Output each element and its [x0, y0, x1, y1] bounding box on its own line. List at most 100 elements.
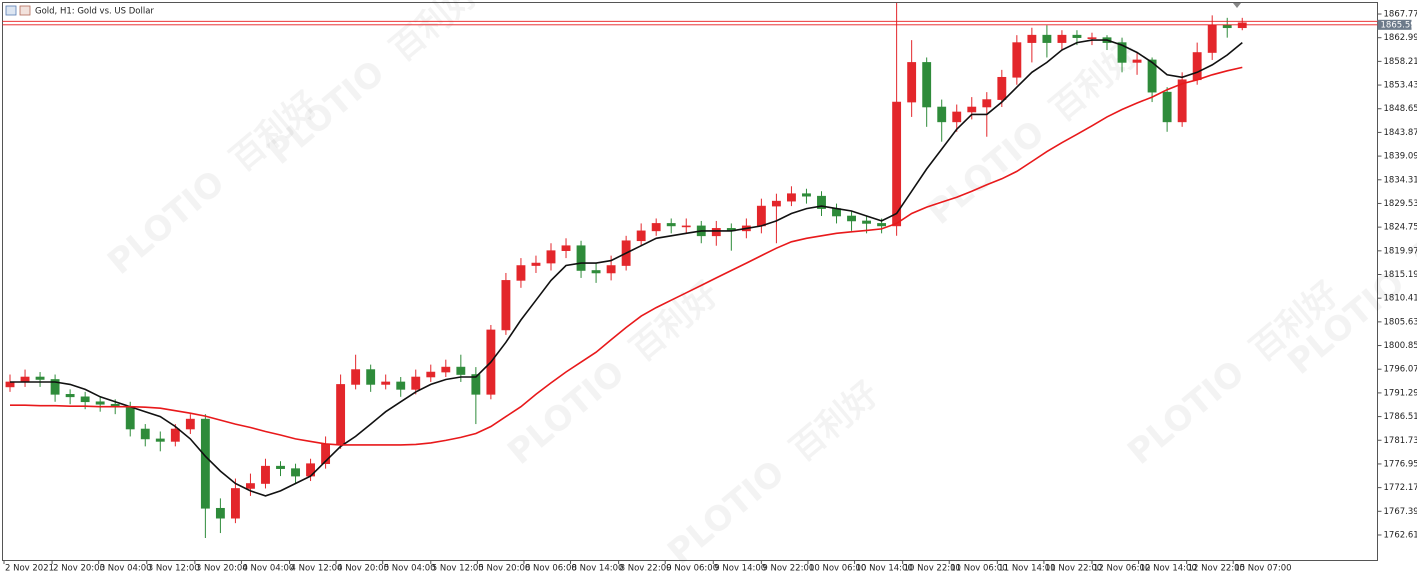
- watermarks: PLOTIO百利好PLOTIO百利好PLOTIO百利好PLOTIO百利好PLOT…: [100, 0, 1417, 573]
- watermark-logo: PLOTIO: [660, 453, 792, 573]
- candle-body: [185, 418, 195, 430]
- candle-body: [35, 376, 45, 380]
- candle-body: [892, 101, 902, 227]
- watermark-text: 百利好: [623, 274, 727, 370]
- candle-body: [982, 99, 992, 108]
- candle-body: [1147, 59, 1157, 93]
- watermark: PLOTIO百利好: [660, 374, 886, 573]
- candle-body: [291, 468, 300, 477]
- y-tick-label: 1776.95: [1384, 459, 1417, 469]
- candle-body: [366, 369, 376, 385]
- candle-body: [907, 62, 917, 103]
- x-tick-label: 3 Nov 12:00: [148, 564, 200, 574]
- x-tick-label: 4 Nov 12:00: [291, 564, 343, 574]
- y-tick-label: 1800.85: [1384, 341, 1417, 351]
- candle-body: [877, 223, 887, 227]
- candle-body: [426, 371, 436, 378]
- candle-body: [336, 384, 346, 445]
- candle-body: [65, 394, 75, 398]
- candle-body: [1192, 52, 1202, 81]
- y-tick-label: 1786.51: [1384, 412, 1417, 422]
- candle-body: [215, 507, 225, 519]
- y-tick-label: 1858.21: [1384, 57, 1417, 67]
- candle-body: [952, 111, 962, 123]
- y-tick-label: 1862.99: [1384, 33, 1417, 43]
- candle-body: [1162, 91, 1172, 123]
- x-tick-label: 2 Nov 2021: [5, 564, 54, 574]
- candle-body: [561, 245, 571, 251]
- y-tick-label: 1767.39: [1384, 507, 1417, 517]
- y-tick-label: 1867.77: [1384, 10, 1417, 20]
- candle-body: [351, 369, 361, 385]
- candle-body: [1177, 79, 1187, 123]
- x-tick-label: 9 Nov 06:00: [666, 564, 718, 574]
- candle-body: [711, 228, 721, 237]
- candle-body: [606, 265, 616, 274]
- candle-body: [471, 374, 481, 395]
- candle-body: [1012, 42, 1022, 78]
- x-tick-label: 10 Nov 22:00: [904, 564, 961, 574]
- price-label: 1865.59: [1381, 20, 1416, 30]
- x-tick-label: 8 Nov 22:00: [620, 564, 672, 574]
- candle-body: [80, 396, 90, 403]
- x-tick-label: 11 Nov 22:00: [1045, 564, 1102, 574]
- x-tick-label: 3 Nov 20:00: [196, 564, 248, 574]
- x-tick-label: 5 Nov 04:00: [384, 564, 436, 574]
- candle-body: [771, 200, 781, 207]
- x-tick-label: 9 Nov 22:00: [762, 564, 814, 574]
- y-tick-label: 1772.17: [1384, 483, 1417, 493]
- candle-body: [802, 193, 811, 197]
- candle-body: [1237, 22, 1247, 29]
- y-tick-label: 1815.19: [1384, 270, 1417, 280]
- watermark: PLOTIO百利好: [260, 0, 486, 173]
- candle-body: [967, 106, 977, 113]
- x-tick-label: 3 Nov 04:00: [100, 564, 152, 574]
- shift-marker: [1233, 3, 1241, 8]
- candle-body: [817, 195, 826, 209]
- candle-body: [922, 62, 932, 108]
- watermark-logo: PLOTIO: [1120, 353, 1252, 473]
- x-tick-label: 10 Nov 06:00: [809, 564, 866, 574]
- candle-body: [666, 223, 676, 227]
- candle-body: [591, 270, 601, 274]
- watermark: PLOTIO百利好: [1280, 184, 1417, 383]
- candle-body: [546, 250, 556, 264]
- y-tick-label: 1805.63: [1384, 317, 1417, 327]
- candle-body: [1057, 34, 1067, 43]
- x-tick-label: 2 Nov 20:00: [53, 564, 105, 574]
- candle-body: [501, 280, 511, 331]
- candle-body: [261, 465, 270, 484]
- price-label-box: [1377, 19, 1412, 30]
- y-tick-label: 1848.65: [1384, 104, 1417, 114]
- y-tick-label: 1810.41: [1384, 294, 1417, 304]
- x-tick-label: 12 Nov 22:00: [1188, 564, 1245, 574]
- candle-body: [576, 245, 586, 271]
- candle-body: [651, 223, 661, 232]
- y-tick-label: 1781.73: [1384, 436, 1417, 446]
- x-tick-label: 5 Nov 12:00: [432, 564, 484, 574]
- candle-body: [1042, 34, 1052, 43]
- x-tick-label: 8 Nov 14:00: [572, 564, 624, 574]
- candle-body: [516, 265, 526, 281]
- chart-title: Gold, H1: Gold vs. US Dollar: [35, 7, 154, 17]
- y-tick-label: 1853.43: [1384, 81, 1417, 91]
- candle-body: [200, 418, 210, 509]
- candle-body: [246, 483, 255, 489]
- candle-body: [95, 401, 105, 405]
- x-tick-label: 9 Nov 14:00: [714, 564, 766, 574]
- candle-body: [1087, 37, 1097, 39]
- x-tick-label: 8 Nov 06:00: [525, 564, 577, 574]
- candle-body: [937, 106, 947, 123]
- candle-body: [862, 220, 872, 224]
- moving-average-line: [10, 66, 1243, 446]
- candle-body: [1132, 59, 1142, 63]
- candle-body: [636, 230, 646, 242]
- y-tick-label: 1819.97: [1384, 246, 1417, 256]
- watermark-text: 百利好: [383, 0, 487, 70]
- candle-body: [997, 76, 1007, 100]
- x-tick-label: 11 Nov 14:00: [998, 564, 1055, 574]
- x-tick-label: 11 Nov 06:00: [950, 564, 1007, 574]
- candle-body: [787, 193, 796, 202]
- x-tick-label: 4 Nov 20:00: [337, 564, 389, 574]
